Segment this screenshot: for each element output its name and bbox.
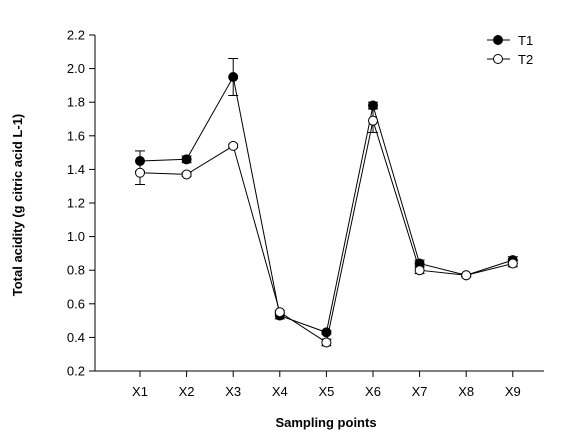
series-lines bbox=[139, 75, 513, 344]
point-t2 bbox=[135, 167, 145, 178]
x-tick-label: X6 bbox=[365, 384, 381, 399]
y-tick-label: 0.4 bbox=[67, 330, 85, 345]
y-tick-label: 1.8 bbox=[67, 95, 85, 110]
y-tick-label: 1.0 bbox=[67, 229, 85, 244]
x-tick-label: X9 bbox=[505, 384, 521, 399]
x-tick-label: X8 bbox=[458, 384, 474, 399]
y-tick-label: 1.2 bbox=[67, 196, 85, 211]
point-t1 bbox=[228, 72, 239, 82]
point-t2 bbox=[228, 140, 239, 151]
y-tick-label: 1.6 bbox=[67, 128, 85, 143]
point-t2 bbox=[274, 307, 285, 318]
point-t2 bbox=[181, 169, 192, 180]
point-t2 bbox=[461, 270, 472, 281]
legend-marker-t2 bbox=[493, 54, 503, 64]
y-tick-label: 0.6 bbox=[67, 296, 85, 311]
point-t1 bbox=[135, 156, 145, 166]
series-line-t1 bbox=[139, 75, 513, 334]
y-tick-label: 0.8 bbox=[67, 263, 85, 278]
data-markers bbox=[135, 72, 518, 348]
y-tick-label: 1.4 bbox=[67, 162, 85, 177]
error-bars bbox=[135, 58, 518, 347]
plot-area: 0.2 0.4 0.6 0.8 1.0 1.2 1.4 1.6 1.8 2.0 2.2 X1 X2 X3… bbox=[67, 28, 544, 399]
point-t2 bbox=[321, 337, 332, 348]
legend-label-t2: T2 bbox=[518, 52, 533, 67]
series-line-t2 bbox=[139, 118, 513, 344]
y-axis-title: Total acidity (g citric acid L-1) bbox=[10, 114, 25, 297]
point-t2 bbox=[507, 258, 518, 269]
point-t1 bbox=[368, 100, 378, 111]
x-axis-title: Sampling points bbox=[275, 415, 376, 430]
point-t2 bbox=[414, 265, 425, 276]
x-tick-label: X1 bbox=[132, 384, 148, 399]
y-tick-label: 2.2 bbox=[67, 28, 85, 43]
legend-marker-t1 bbox=[493, 35, 503, 45]
x-tick-label: X5 bbox=[318, 384, 334, 399]
x-tick-label: X2 bbox=[179, 384, 195, 399]
legend: T1 T2 bbox=[487, 33, 533, 67]
point-t2 bbox=[368, 115, 378, 126]
x-tick-label: X4 bbox=[272, 384, 288, 399]
x-tick-label: X3 bbox=[225, 384, 241, 399]
legend-label-t1: T1 bbox=[518, 33, 533, 48]
point-t1 bbox=[181, 154, 192, 165]
x-axis-ticks: X1 X2 X3 X4 X5 X6 X7 X8 X9 bbox=[132, 371, 521, 399]
y-tick-label: 2.0 bbox=[67, 61, 85, 76]
point-t1 bbox=[321, 327, 332, 338]
y-axis-ticks: 0.2 0.4 0.6 0.8 1.0 1.2 1.4 1.6 1.8 2.0 2.2 bbox=[67, 28, 95, 379]
x-tick-label: X7 bbox=[412, 384, 428, 399]
y-tick-label: 0.2 bbox=[67, 364, 85, 379]
